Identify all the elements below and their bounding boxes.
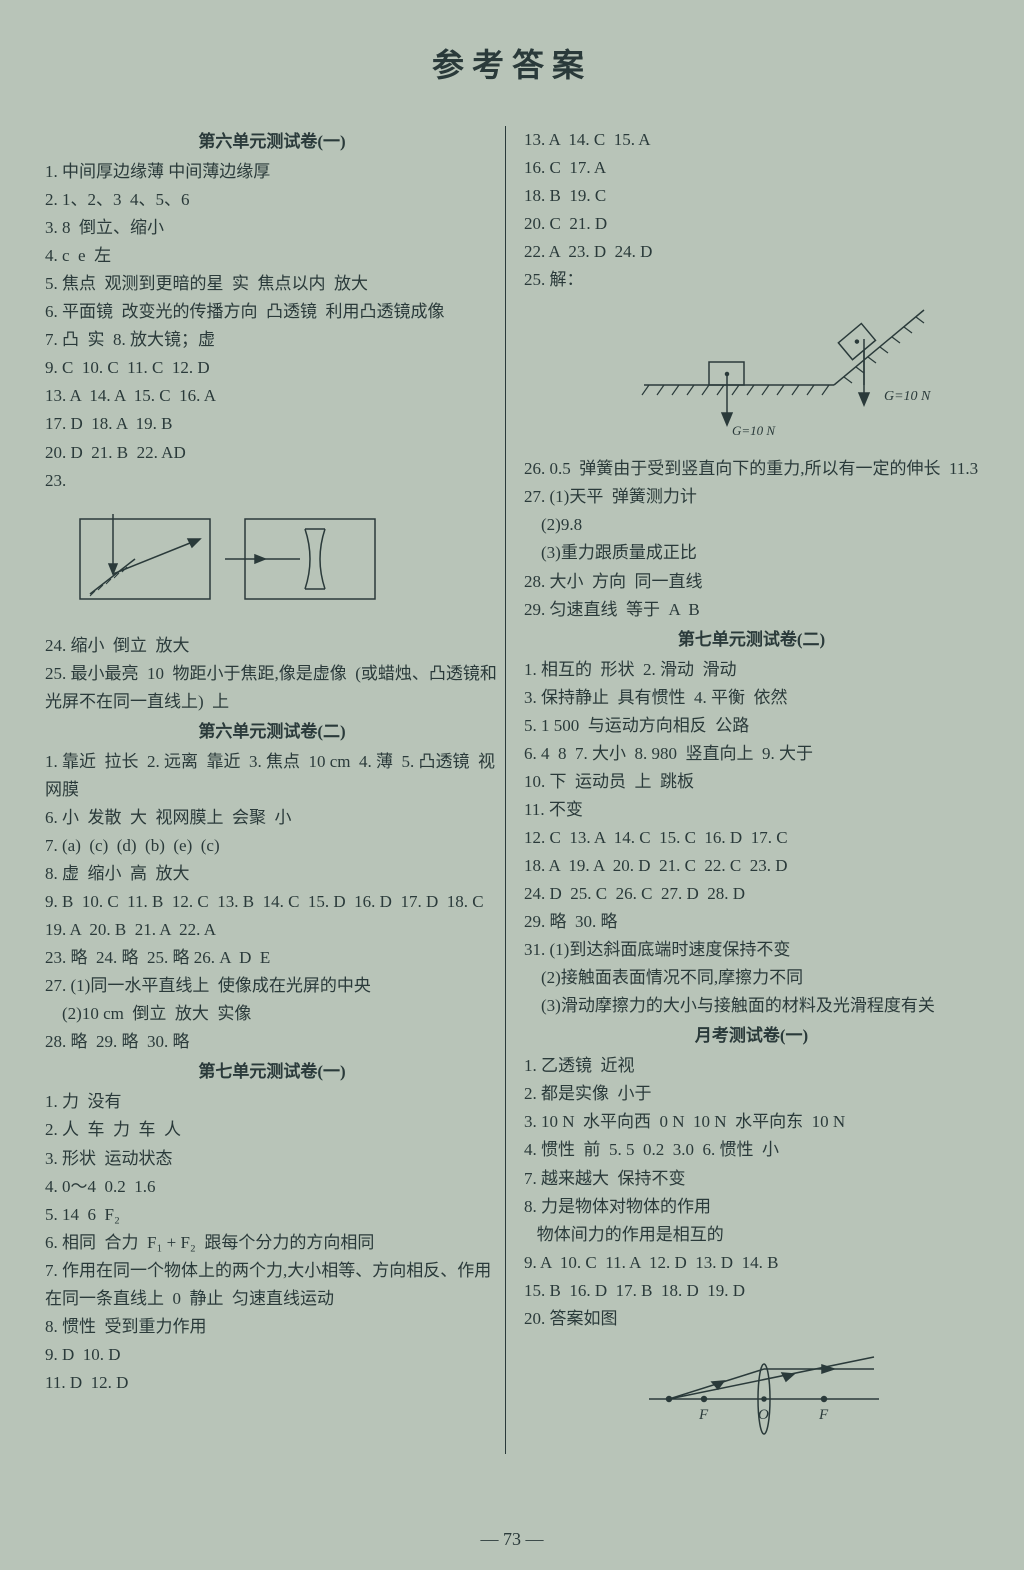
g-label-bottom: G=10 N — [732, 423, 776, 438]
lens-ray-diagram: F O F — [644, 1339, 884, 1439]
answer-line: 7. 作用在同一个物体上的两个力,大小相等、方向相反、作用在同一条直线上 0 静… — [45, 1257, 499, 1313]
answer-line: 8. 虚 缩小 高 放大 — [45, 860, 499, 888]
answer-line: 9. D 10. D — [45, 1341, 499, 1369]
answer-line: 3. 10 N 水平向西 0 N 10 N 水平向东 10 N — [524, 1108, 979, 1136]
right-column: 13. A 14. C 15. A 16. C 17. A 18. B 19. … — [518, 126, 979, 1454]
answer-line: 28. 略 29. 略 30. 略 — [45, 1028, 499, 1056]
answer-line: 6. 小 发散 大 视网膜上 会聚 小 — [45, 804, 499, 832]
g-label-right: G=10 N — [884, 389, 931, 404]
answer-line: 7. 凸 实 8. 放大镜；虚 — [45, 326, 499, 354]
answer-line: 25. 最小最亮 10 物距小于焦距,像是虚像 (或蜡烛、凸透镜和光屏不在同一直… — [45, 660, 499, 716]
answer-line: 5. 1 500 与运动方向相反 公路 — [524, 712, 979, 740]
left-column: 第六单元测试卷(一) 1. 中间厚边缘薄 中间薄边缘厚 2. 1、2、3 4、5… — [45, 126, 506, 1454]
answer-line: 18. B 19. C — [524, 182, 979, 210]
answer-line: 24. D 25. C 26. C 27. D 28. D — [524, 880, 979, 908]
answer-line: 2. 人 车 力 车 人 — [45, 1116, 499, 1144]
answer-line: 26. 0.5 弹簧由于受到竖直向下的重力,所以有一定的伸长 11.3 — [524, 455, 979, 483]
answer-line: 27. (1)天平 弹簧测力计 — [524, 483, 979, 511]
answer-line: 18. A 19. A 20. D 21. C 22. C 23. D — [524, 852, 979, 880]
answer-line: 20. D 21. B 22. AD — [45, 439, 499, 467]
answer-line: 22. A 23. D 24. D — [524, 238, 979, 266]
answer-line: 11. D 12. D — [45, 1369, 499, 1397]
section-7-1-title: 第七单元测试卷(一) — [45, 1058, 499, 1086]
answer-line: 4. 惯性 前 5. 5 0.2 3.0 6. 惯性 小 — [524, 1136, 979, 1164]
answer-line: 6. 4 8 7. 大小 8. 980 竖直向上 9. 大于 — [524, 740, 979, 768]
answer-line: 4. c e 左 — [45, 242, 499, 270]
two-column-layout: 第六单元测试卷(一) 1. 中间厚边缘薄 中间薄边缘厚 2. 1、2、3 4、5… — [45, 126, 979, 1454]
section-6-2-title: 第六单元测试卷(二) — [45, 718, 499, 746]
answer-line: (2)10 cm 倒立 放大 实像 — [45, 1000, 499, 1028]
answer-line: 11. 不变 — [524, 796, 979, 824]
answer-line: 1. 中间厚边缘薄 中间薄边缘厚 — [45, 158, 499, 186]
answer-line: 物体间力的作用是相互的 — [524, 1221, 979, 1249]
answer-line: 23. 略 24. 略 25. 略 26. A D E — [45, 944, 499, 972]
answer-line: (3)滑动摩擦力的大小与接触面的材料及光滑程度有关 — [524, 992, 979, 1020]
answer-line: 1. 相互的 形状 2. 滑动 滑动 — [524, 656, 979, 684]
answer-line: 7. 越来越大 保持不变 — [524, 1165, 979, 1193]
answer-line: 6. 平面镜 改变光的传播方向 凸透镜 利用凸透镜成像 — [45, 298, 499, 326]
answer-line: 1. 靠近 拉长 2. 远离 靠近 3. 焦点 10 cm 4. 薄 5. 凸透… — [45, 748, 499, 804]
answer-line: 17. D 18. A 19. B — [45, 410, 499, 438]
section-6-1-title: 第六单元测试卷(一) — [45, 128, 499, 156]
answer-line: 2. 1、2、3 4、5、6 — [45, 186, 499, 214]
answer-line: 25. 解： — [524, 266, 979, 294]
answer-line: 1. 乙透镜 近视 — [524, 1052, 979, 1080]
answer-line: 23. — [45, 467, 499, 495]
answer-line: 29. 匀速直线 等于 A B — [524, 596, 979, 624]
answer-line: 5. 14 6 F₂ — [45, 1201, 499, 1229]
answer-line: 27. (1)同一水平直线上 使像成在光屏的中央 — [45, 972, 499, 1000]
answer-line: (3)重力跟质量成正比 — [524, 539, 979, 567]
answer-line: (2)接触面表面情况不同,摩擦力不同 — [524, 964, 979, 992]
answer-line: 3. 形状 运动状态 — [45, 1145, 499, 1173]
origin-label: O — [758, 1407, 769, 1423]
answer-line: 3. 保持静止 具有惯性 4. 平衡 依然 — [524, 684, 979, 712]
answer-line: 9. C 10. C 11. C 12. D — [45, 354, 499, 382]
answer-line: 7. (a) (c) (d) (b) (e) (c) — [45, 832, 499, 860]
answer-line: (2)9.8 — [524, 511, 979, 539]
answer-line: 24. 缩小 倒立 放大 — [45, 632, 499, 660]
answer-line: 15. B 16. D 17. B 18. D 19. D — [524, 1277, 979, 1305]
answer-line: 31. (1)到达斜面底端时速度保持不变 — [524, 936, 979, 964]
answer-line: 29. 略 30. 略 — [524, 908, 979, 936]
page-title: 参考答案 — [45, 40, 979, 86]
answer-line: 8. 力是物体对物体的作用 — [524, 1193, 979, 1221]
answer-line: 5. 焦点 观测到更暗的星 实 焦点以内 放大 — [45, 270, 499, 298]
focal-label-right: F — [818, 1407, 829, 1423]
answer-line: 13. A 14. C 15. A — [524, 126, 979, 154]
answer-line: 10. 下 运动员 上 跳板 — [524, 768, 979, 796]
force-diagram: G=10 N G=10 N — [634, 300, 954, 440]
answer-line: 4. 0～4 0.2 1.6 — [45, 1173, 499, 1201]
answer-line: 1. 力 没有 — [45, 1088, 499, 1116]
answer-line: 13. A 14. A 15. C 16. A — [45, 382, 499, 410]
optics-diagram-1 — [65, 499, 385, 619]
focal-label-left: F — [698, 1407, 709, 1423]
answer-line: 9. B 10. C 11. B 12. C 13. B 14. C 15. D… — [45, 888, 499, 944]
answer-line: 12. C 13. A 14. C 15. C 16. D 17. C — [524, 824, 979, 852]
section-monthly-1-title: 月考测试卷(一) — [524, 1022, 979, 1050]
answer-line: 16. C 17. A — [524, 154, 979, 182]
answer-line: 8. 惯性 受到重力作用 — [45, 1313, 499, 1341]
section-7-2-title: 第七单元测试卷(二) — [524, 626, 979, 654]
answer-line: 28. 大小 方向 同一直线 — [524, 568, 979, 596]
answer-line: 20. C 21. D — [524, 210, 979, 238]
answer-line: 9. A 10. C 11. A 12. D 13. D 14. B — [524, 1249, 979, 1277]
answer-line: 3. 8 倒立、缩小 — [45, 214, 499, 242]
page-number: — 73 — — [0, 1529, 1024, 1550]
answer-line: 6. 相同 合力 F₁ + F₂ 跟每个分力的方向相同 — [45, 1229, 499, 1257]
answer-line: 2. 都是实像 小于 — [524, 1080, 979, 1108]
answer-line: 20. 答案如图 — [524, 1305, 979, 1333]
